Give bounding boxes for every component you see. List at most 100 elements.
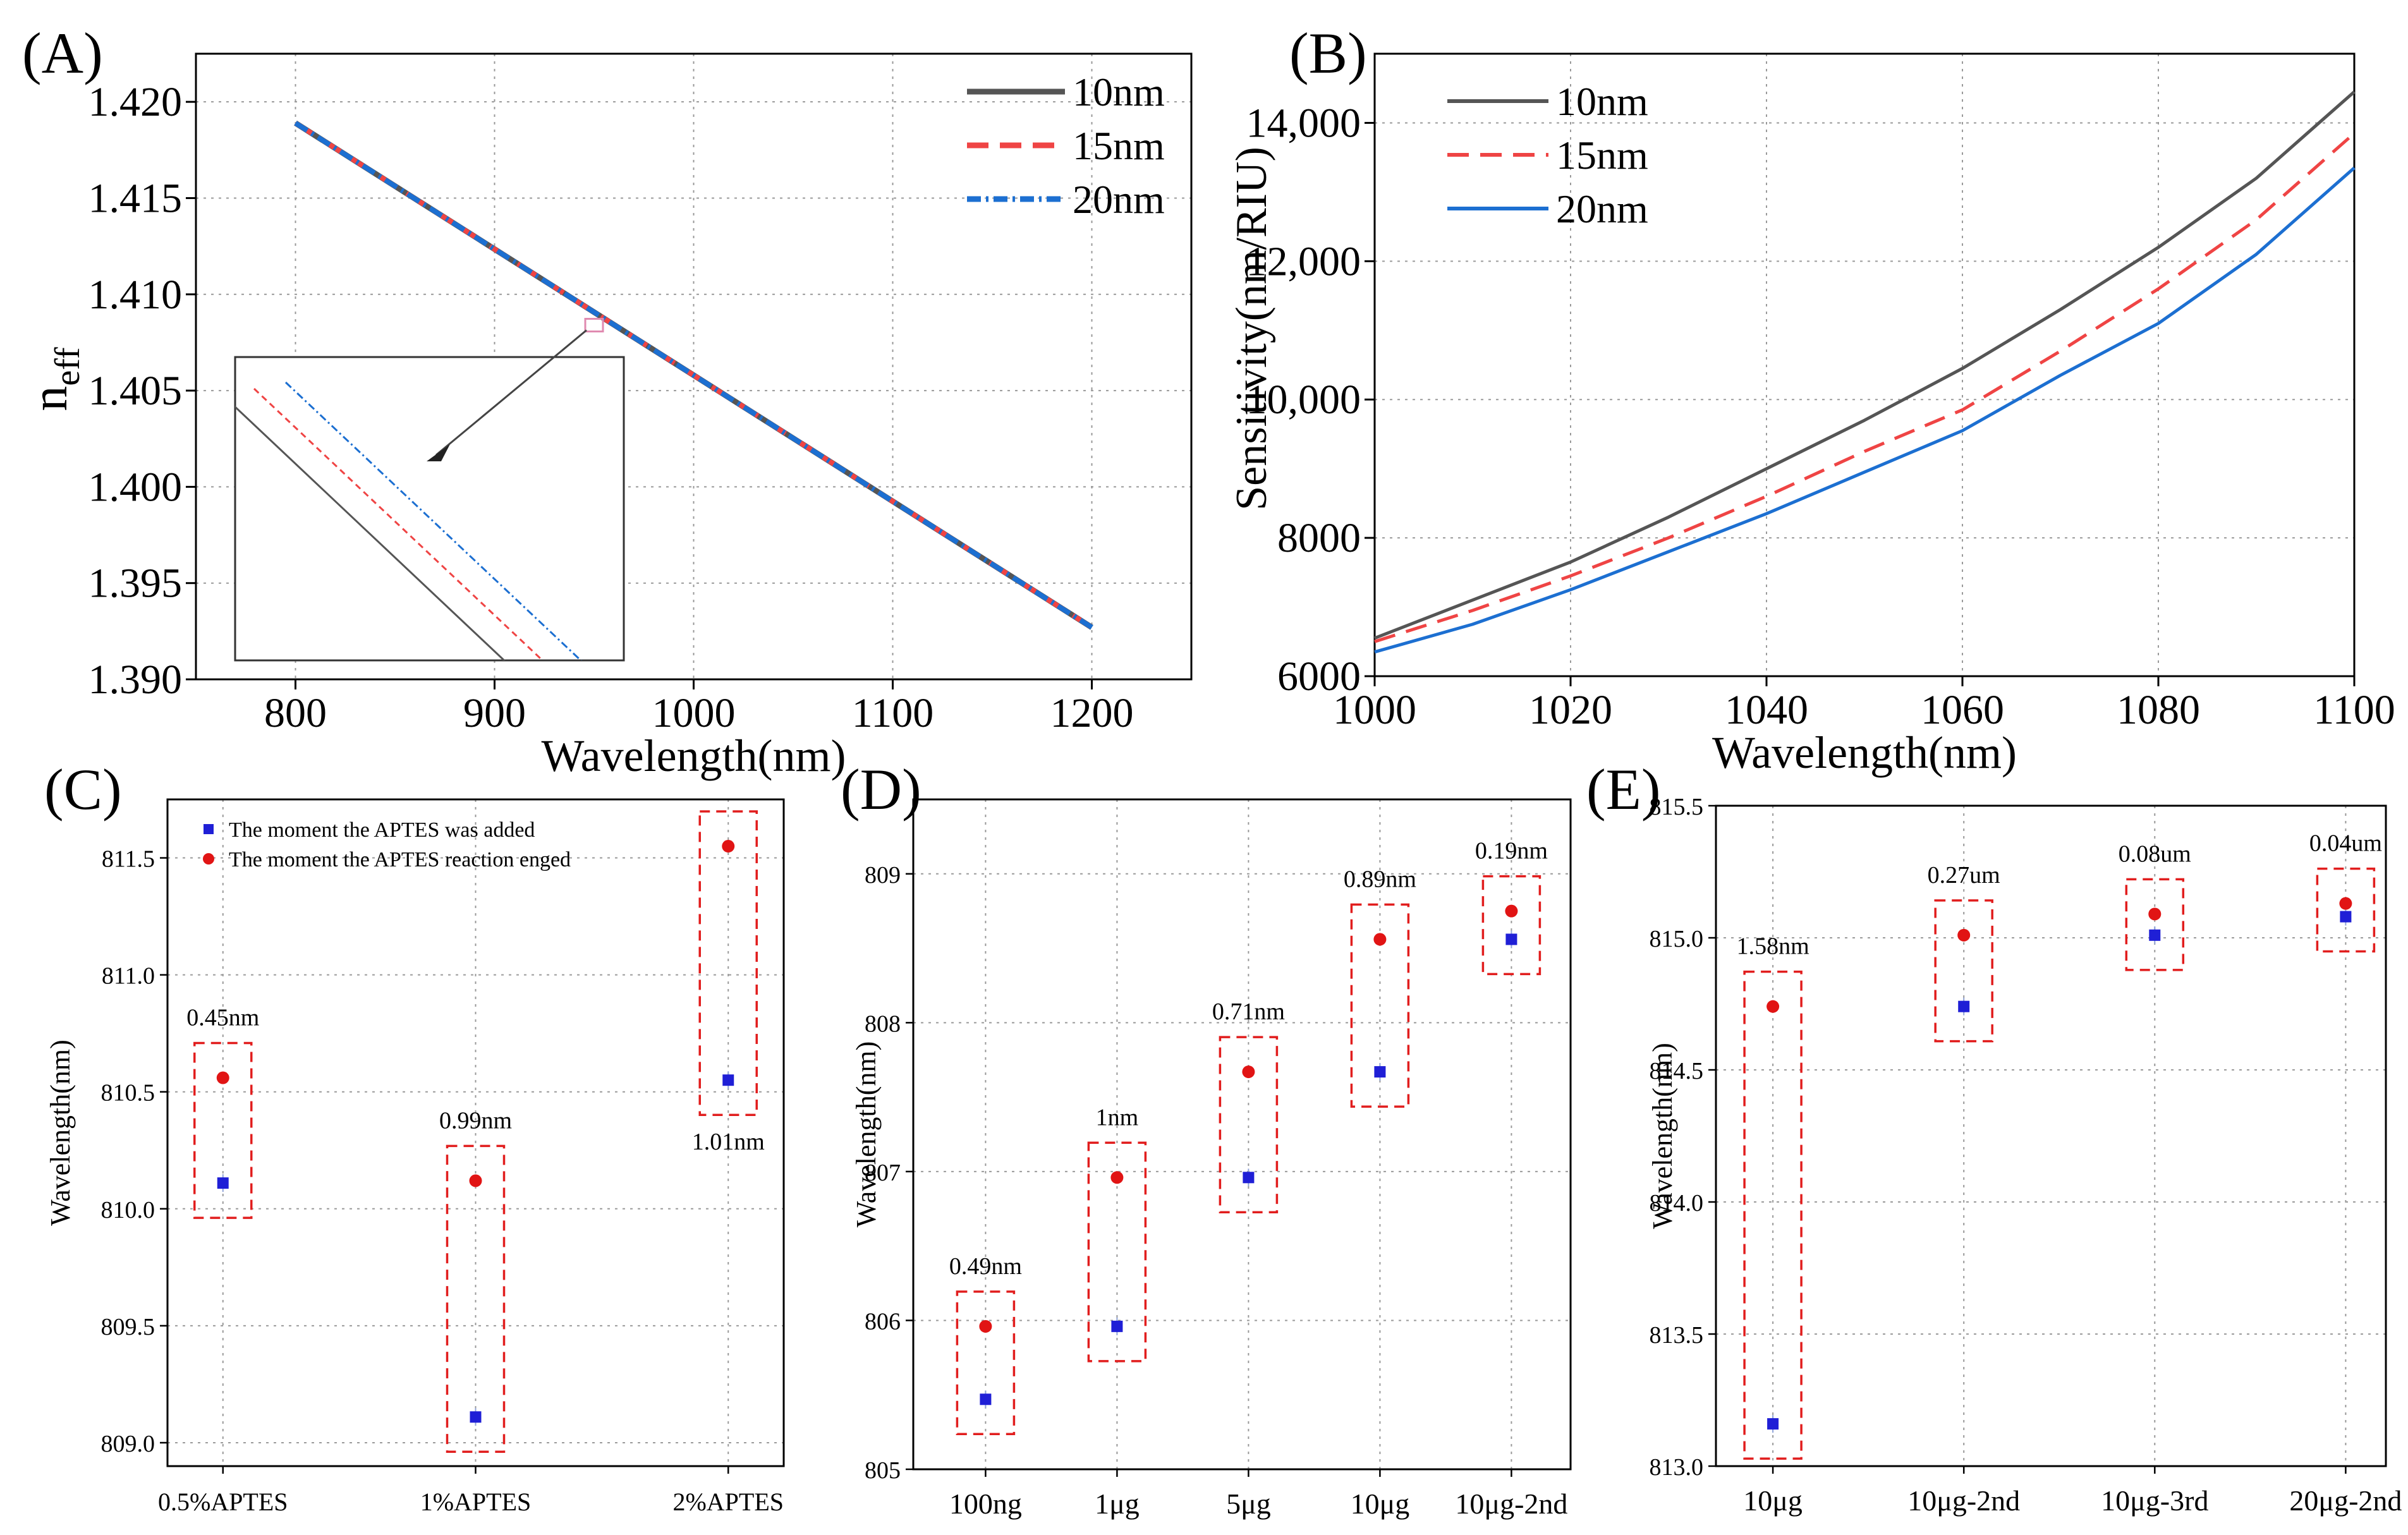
square-marker-D-3 xyxy=(1374,1066,1386,1078)
inset-frame-A xyxy=(234,356,625,662)
plot-frame-E xyxy=(1715,804,2387,1467)
y-axis-label-B: Sensitivity(nm/RIU) xyxy=(1227,147,1276,511)
shift-annotation-E-1: 0.27um xyxy=(1928,862,2000,889)
y-tick-label-B-0: 6000 xyxy=(1277,653,1361,700)
y-tick-label-C-2: 810.0 xyxy=(101,1197,155,1223)
x-tick-label-D-4: 10μg-2nd xyxy=(1455,1488,1567,1520)
chart-B: (B) 1000 1020 1040 1060 1080 1100 6000 8000 10,00… xyxy=(1227,21,2395,778)
y-tick-label-E-5: 815.5 xyxy=(1650,794,1704,820)
x-tick-label-D-1: 1μg xyxy=(1095,1488,1140,1520)
circle-marker-D-0 xyxy=(979,1320,992,1333)
y-tick-label-C-1: 809.5 xyxy=(101,1314,155,1340)
circle-marker-C-2 xyxy=(722,840,735,853)
legend-label-B-0: 10nm xyxy=(1556,79,1648,124)
chart-C: (C) 0.5%APTES 1%APTES 2%APTES 809.0 809.5 810.… xyxy=(44,757,785,1516)
shift-annotation-D-4: 0.19nm xyxy=(1475,838,1548,865)
x-tick-label-E-2: 10μg-3rd xyxy=(2101,1484,2208,1517)
circle-marker-E-2 xyxy=(2148,907,2162,921)
x-tick-label-B-1: 1020 xyxy=(1529,687,1612,733)
legend-label-C-1: The moment the APTES reaction enged xyxy=(229,848,571,871)
series-line-A-20nm xyxy=(294,121,1093,630)
x-tick-label-B-3: 1060 xyxy=(1921,687,2004,733)
series-line-B-10nm xyxy=(1374,90,2356,640)
circle-marker-E-0 xyxy=(1766,1000,1780,1013)
x-tick-label-A-2: 1000 xyxy=(652,690,736,736)
legend-label-B-1: 15nm xyxy=(1556,133,1648,178)
x-tick-label-D-2: 5μg xyxy=(1226,1488,1271,1520)
square-marker-C-0 xyxy=(217,1177,229,1189)
x-tick-label-C-0: 0.5%APTES xyxy=(158,1488,288,1516)
zoom-arrow-head-A xyxy=(427,444,450,461)
series-line-B-20nm xyxy=(1374,166,2356,654)
highlight-box-C-2 xyxy=(698,810,758,1116)
shift-annotation-E-3: 0.04um xyxy=(2309,830,2382,857)
circle-marker-C-0 xyxy=(216,1071,229,1084)
y-tick-label-D-4: 809 xyxy=(865,862,901,889)
shift-annotation-E-2: 0.08um xyxy=(2119,840,2191,867)
panel-label-C: (C) xyxy=(44,757,122,822)
highlight-box-D-1 xyxy=(1087,1141,1147,1362)
x-tick-label-B-0: 1000 xyxy=(1333,687,1416,733)
legend-label-A-1: 15nm xyxy=(1073,123,1165,168)
y-tick-label-C-0: 809.0 xyxy=(101,1431,155,1457)
panel-label-E: (E) xyxy=(1586,757,1660,822)
shift-annotation-D-0: 0.49nm xyxy=(949,1253,1022,1280)
y-tick-label-E-0: 813.0 xyxy=(1650,1454,1704,1481)
y-tick-label-D-2: 807 xyxy=(865,1160,901,1186)
x-tick-label-E-0: 10μg xyxy=(1743,1484,1803,1517)
shift-annotation-D-2: 0.71nm xyxy=(1212,998,1285,1025)
highlight-box-C-1 xyxy=(446,1144,506,1453)
shift-annotation-C-0: 0.45nm xyxy=(186,1005,259,1031)
y-tick-label-A-5: 1.415 xyxy=(88,175,183,221)
plot-frame-C xyxy=(166,798,785,1467)
inset-line-A-1 xyxy=(253,387,544,660)
y-tick-label-A-1: 1.395 xyxy=(88,561,183,607)
inset-line-A-0 xyxy=(235,405,506,660)
circle-marker-D-4 xyxy=(1505,904,1518,918)
square-marker-D-0 xyxy=(980,1393,992,1405)
square-marker-E-1 xyxy=(1958,1000,1970,1012)
circle-marker-D-1 xyxy=(1110,1171,1124,1184)
x-tick-label-A-4: 1200 xyxy=(1050,690,1134,736)
zoom-marker-A xyxy=(584,318,604,333)
shift-annotation-C-1: 0.99nm xyxy=(439,1107,512,1134)
y-axis-label-sub-A: eff xyxy=(48,347,87,385)
zoom-arrow-line-A xyxy=(435,329,587,456)
legend-circle-C xyxy=(203,853,214,865)
legend-label-A-0: 10nm xyxy=(1073,70,1165,114)
shift-annotation-D-1: 1nm xyxy=(1096,1104,1139,1131)
y-tick-label-A-2: 1.400 xyxy=(88,464,183,510)
y-tick-label-B-2: 10,000 xyxy=(1246,377,1361,423)
square-marker-C-2 xyxy=(722,1074,734,1086)
inset-lines-A xyxy=(235,381,583,660)
highlight-box-E-3 xyxy=(2316,867,2376,953)
y-tick-label-D-3: 808 xyxy=(865,1010,901,1037)
y-tick-label-A-3: 1.405 xyxy=(88,368,183,414)
chart-E: (E) 10μg 10μg-2nd 10μg-3rd 20μg-2nd 813.0 813.… xyxy=(1586,757,2402,1517)
square-marker-E-2 xyxy=(2149,929,2161,941)
highlight-box-E-0 xyxy=(1743,970,1803,1460)
panel-label-D: (D) xyxy=(841,757,921,822)
y-tick-label-B-4: 14,000 xyxy=(1246,100,1361,146)
chart-A: (A) 800 900 1000 1100 1200 1.390 1.395 1.400 1.40… xyxy=(22,21,1193,781)
legend-label-A-2: 20nm xyxy=(1073,177,1165,222)
y-tick-label-A-0: 1.390 xyxy=(88,657,183,703)
square-marker-D-4 xyxy=(1505,933,1517,945)
y-tick-label-C-5: 811.5 xyxy=(102,846,155,873)
y-tick-label-A-6: 1.420 xyxy=(88,79,183,125)
x-tick-label-A-3: 1100 xyxy=(852,690,934,736)
y-axis-label-A: neff xyxy=(22,347,87,411)
x-tick-label-A-0: 800 xyxy=(264,690,327,736)
inset-line-A-2 xyxy=(284,381,583,660)
x-tick-label-B-5: 1100 xyxy=(2313,687,2395,733)
y-tick-label-D-0: 805 xyxy=(865,1457,901,1484)
y-axis-label-main-A: n xyxy=(22,386,78,411)
panel-label-A: (A) xyxy=(22,21,103,85)
plot-frame-D xyxy=(912,798,1572,1471)
x-axis-label-A: Wavelength(nm) xyxy=(541,731,846,781)
highlight-box-D-3 xyxy=(1350,903,1410,1108)
y-tick-label-E-4: 815.0 xyxy=(1650,926,1704,952)
y-tick-label-B-1: 8000 xyxy=(1277,515,1361,561)
plot-frame-A xyxy=(195,52,1193,681)
